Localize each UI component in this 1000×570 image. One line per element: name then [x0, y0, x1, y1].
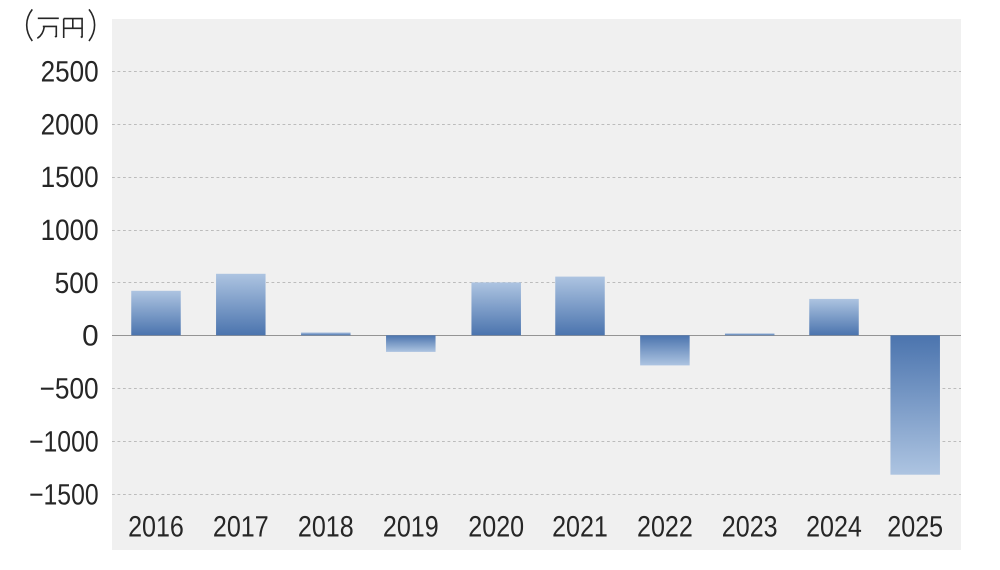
- svg-text:2500: 2500: [41, 55, 99, 88]
- svg-text:500: 500: [55, 267, 99, 300]
- svg-text:2017: 2017: [213, 510, 269, 543]
- svg-text:2025: 2025: [887, 510, 943, 543]
- svg-text:2000: 2000: [41, 108, 99, 141]
- svg-text:0: 0: [82, 320, 99, 353]
- svg-text:−1000: −1000: [29, 426, 99, 459]
- svg-text:2019: 2019: [383, 510, 439, 543]
- svg-text:2021: 2021: [552, 510, 608, 543]
- svg-text:2016: 2016: [128, 510, 184, 543]
- svg-text:−1500: −1500: [29, 478, 99, 511]
- svg-text:2023: 2023: [722, 510, 778, 543]
- svg-text:−500: −500: [40, 373, 99, 406]
- svg-text:2022: 2022: [637, 510, 693, 543]
- svg-text:2018: 2018: [298, 510, 354, 543]
- svg-text:1000: 1000: [41, 214, 99, 247]
- svg-text:2024: 2024: [806, 510, 862, 543]
- svg-text:1500: 1500: [41, 161, 99, 194]
- svg-text:2020: 2020: [468, 510, 524, 543]
